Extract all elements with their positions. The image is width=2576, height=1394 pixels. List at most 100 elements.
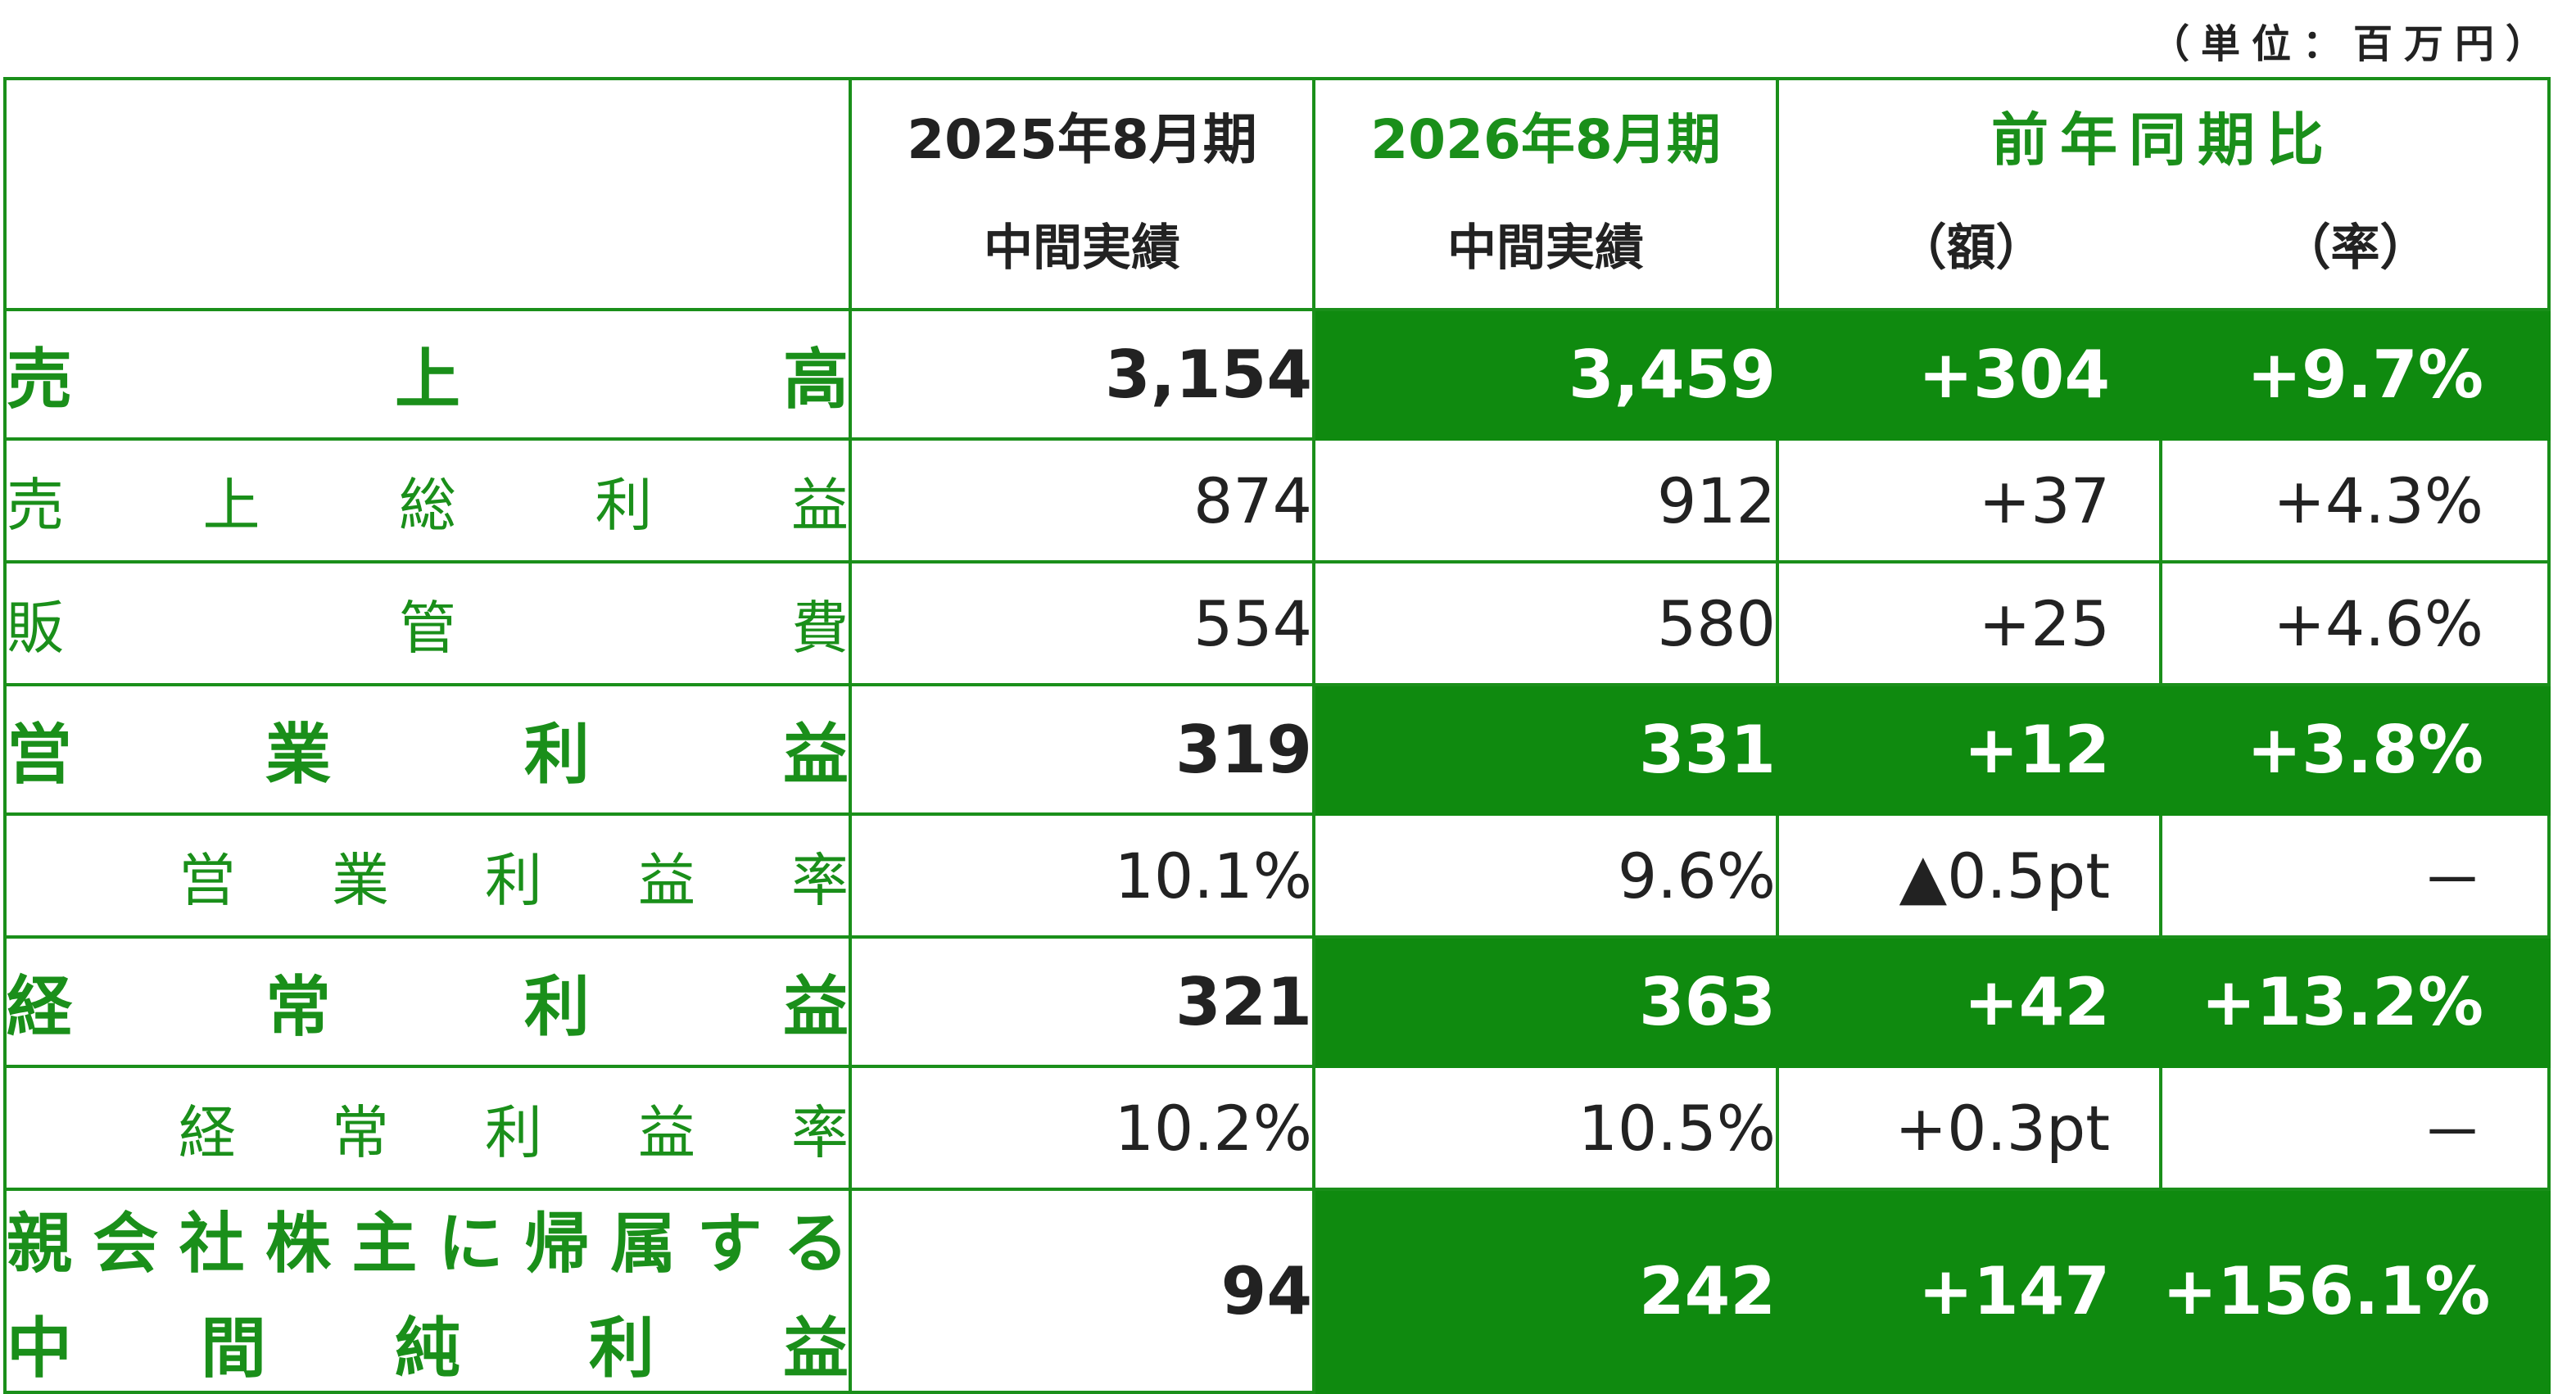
value-prev: 554: [849, 560, 1315, 686]
value-prev: 3,154: [849, 308, 1315, 441]
value-prev: 321: [849, 935, 1315, 1068]
label-char: 総: [399, 471, 456, 539]
label-char: 費: [791, 594, 849, 662]
label-char: 利: [524, 969, 590, 1045]
label-char: 間: [201, 1310, 266, 1387]
label-char: 益: [638, 846, 695, 914]
header-current-period: 2026年8月期 中間実績: [1312, 77, 1779, 311]
value-rate: +13.2%: [2159, 935, 2551, 1068]
label-char: 益: [791, 471, 849, 539]
value-current: 10.5%: [1312, 1065, 1779, 1191]
value-current: 331: [1312, 683, 1779, 816]
table-header-row: 2025年8月期 中間実績 2026年8月期 中間実績 前年同期比 （額） （率…: [3, 77, 2551, 311]
value-prev: 10.1%: [849, 812, 1315, 939]
label-char: す: [696, 1206, 763, 1282]
value-current: 363: [1312, 935, 1779, 1068]
label-char: 株: [265, 1206, 331, 1282]
row-label: 経 常 利 益 率: [3, 1065, 852, 1191]
value-rate: +9.7%: [2159, 308, 2551, 441]
table-row-net-sales: 売 上 高 3,154 3,459 +304 +9.7%: [3, 308, 2551, 441]
table-row-operating-margin: 営 業 利 益 率 10.1% 9.6% ▲0.5pt －: [3, 812, 2551, 939]
value-rate: －: [2159, 1065, 2551, 1191]
label-char: 売: [7, 342, 72, 418]
row-label: 売 上 総 利 益: [3, 437, 852, 563]
header-prev-year: 2025年8月期: [907, 108, 1257, 171]
value-diff: +12: [1776, 683, 2162, 816]
row-label: 営 業 利 益: [3, 683, 852, 816]
row-label: 販 管 費: [3, 560, 852, 686]
table-row-ordinary-profit: 経 常 利 益 321 363 +42 +13.2%: [3, 935, 2551, 1068]
label-char: 帰: [523, 1206, 590, 1282]
label-char: 利: [589, 1310, 654, 1387]
label-char: 売: [7, 471, 64, 539]
header-yoy-amount: （額）: [1897, 220, 2045, 277]
value-current: 912: [1312, 437, 1779, 563]
header-cur-label: 中間実績: [1447, 220, 1644, 277]
header-yoy-comparison: 前年同期比 （額） （率）: [1776, 77, 2551, 311]
value-diff: +42: [1776, 935, 2162, 1068]
table-row-sga: 販 管 費 554 580 +25 +4.6%: [3, 560, 2551, 686]
label-char: 販: [7, 594, 64, 662]
value-rate: +4.6%: [2159, 560, 2551, 686]
table-row-gross-profit: 売 上 総 利 益 874 912 +37 +4.3%: [3, 437, 2551, 563]
label-char: に: [437, 1206, 504, 1282]
label-char: 高: [783, 342, 849, 418]
value-diff: +304: [1776, 308, 2162, 441]
label-char: 益: [638, 1098, 695, 1166]
label-char: 管: [399, 594, 456, 662]
header-cur-year: 2026年8月期: [1370, 108, 1721, 171]
value-current: 580: [1312, 560, 1779, 686]
value-diff: +0.3pt: [1776, 1065, 2162, 1191]
label-char: 上: [202, 471, 260, 539]
value-rate: +3.8%: [2159, 683, 2551, 816]
label-char: 経: [179, 1098, 236, 1166]
financial-results-table: 2025年8月期 中間実績 2026年8月期 中間実績 前年同期比 （額） （率…: [3, 77, 2551, 1394]
label-char: 上: [395, 342, 460, 418]
value-rate: －: [2159, 812, 2551, 939]
value-rate: +156.1%: [2159, 1188, 2551, 1394]
label-char: 社: [179, 1206, 245, 1282]
value-diff: ▲0.5pt: [1776, 812, 2162, 939]
label-char: 益: [783, 1310, 849, 1387]
value-current: 242: [1312, 1188, 1779, 1394]
label-char: 純: [395, 1310, 460, 1387]
label-char: 経: [7, 969, 72, 1045]
header-yoy-rate: （率）: [2281, 220, 2429, 277]
label-char: 利: [485, 1098, 542, 1166]
label-char: る: [782, 1206, 849, 1282]
label-char: 率: [791, 846, 849, 914]
label-char: 常: [332, 1098, 389, 1166]
value-rate: +4.3%: [2159, 437, 2551, 563]
value-diff: +147: [1776, 1188, 2162, 1394]
header-empty-cell: [3, 77, 852, 311]
value-prev: 94: [849, 1188, 1315, 1394]
label-char: 益: [783, 717, 849, 793]
row-label: 営 業 利 益 率: [3, 812, 852, 939]
value-current: 3,459: [1312, 308, 1779, 441]
label-char: 親: [7, 1206, 72, 1282]
header-yoy-title: 前年同期比: [1991, 106, 2335, 174]
label-char: 営: [7, 717, 72, 793]
value-diff: +37: [1776, 437, 2162, 563]
label-char: 利: [524, 717, 590, 793]
label-char: 中: [7, 1310, 72, 1387]
row-label: 親 会 社 株 主 に 帰 属 す る 中 間 純 利 益: [3, 1188, 852, 1394]
label-char: 主: [351, 1206, 418, 1282]
label-char: 会: [93, 1206, 159, 1282]
unit-note: （単位：百万円）: [2149, 21, 2556, 67]
row-label: 経 常 利 益: [3, 935, 852, 1068]
value-prev: 319: [849, 683, 1315, 816]
value-prev: 874: [849, 437, 1315, 563]
value-prev: 10.2%: [849, 1065, 1315, 1191]
value-current: 9.6%: [1312, 812, 1779, 939]
table-row-net-income: 親 会 社 株 主 に 帰 属 す る 中 間 純 利 益 94 242 +14…: [3, 1188, 2551, 1394]
label-char: 業: [265, 717, 331, 793]
table-row-ordinary-margin: 経 常 利 益 率 10.2% 10.5% +0.3pt －: [3, 1065, 2551, 1191]
label-char: 益: [783, 969, 849, 1045]
row-label: 売 上 高: [3, 308, 852, 441]
label-char: 常: [265, 969, 331, 1045]
label-char: 属: [610, 1206, 677, 1282]
header-prev-label: 中間実績: [984, 220, 1180, 277]
label-char: 利: [595, 471, 653, 539]
label-char: 率: [791, 1098, 849, 1166]
